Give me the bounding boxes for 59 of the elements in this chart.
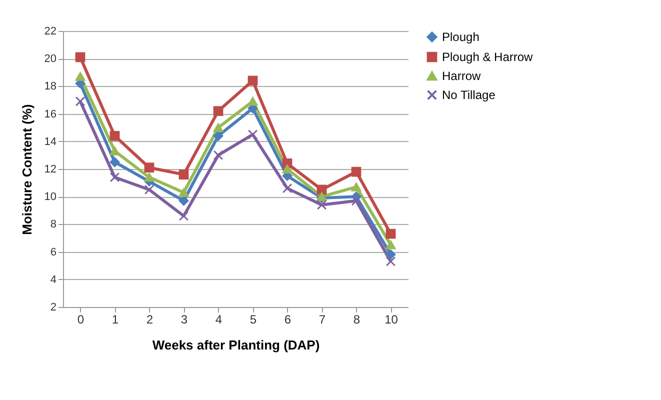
y-axis-title: Moisture Content (%) (19, 104, 34, 235)
y-tick-label: 16 (44, 108, 56, 120)
point (144, 162, 154, 173)
point (316, 200, 327, 210)
x-tick-label: 2 (146, 312, 154, 326)
point (110, 146, 120, 156)
y-tick-label: 14 (44, 136, 56, 148)
point (110, 130, 120, 141)
point (75, 96, 86, 106)
point (75, 52, 86, 62)
x-tick-label: 7 (318, 312, 326, 326)
x-tick-label: 4 (215, 312, 222, 326)
point (386, 256, 396, 266)
x-tick-label: 3 (180, 312, 188, 326)
y-tick-label: 4 (50, 274, 56, 286)
legend-label: No Tillage (442, 88, 496, 102)
y-tick-label: 20 (44, 53, 56, 66)
point (386, 250, 396, 260)
point (178, 170, 189, 180)
y-tick-label: 2 (50, 302, 56, 314)
legend-label: Harrow (442, 69, 482, 83)
point (248, 97, 258, 106)
x-tick-label: 6 (284, 312, 292, 326)
point (351, 166, 362, 177)
y-tick-label: 10 (44, 191, 56, 204)
x-tick-label: 1 (112, 312, 119, 326)
point (386, 240, 396, 250)
y-tick-label: 18 (44, 80, 56, 93)
point (144, 172, 154, 182)
x-tick-label: 0 (77, 312, 84, 326)
point (248, 76, 258, 86)
point (351, 182, 362, 192)
x-tick-label: 8 (353, 312, 360, 326)
point (386, 228, 396, 239)
point (178, 188, 189, 197)
point (213, 150, 224, 160)
point (248, 130, 258, 140)
point (110, 172, 120, 182)
x-tick-label: 10 (384, 312, 398, 326)
point (110, 157, 120, 168)
point (178, 210, 189, 221)
y-tick-label: 6 (50, 246, 56, 258)
legend-label: Plough (442, 30, 480, 44)
point (213, 123, 224, 132)
point (316, 192, 327, 201)
point (213, 130, 224, 141)
point (282, 183, 292, 194)
y-tick-label: 8 (50, 218, 56, 231)
point (178, 196, 189, 206)
legend-label: Plough & Harrow (442, 50, 534, 64)
y-tick-label: 22 (44, 26, 56, 38)
x-tick-label: 5 (250, 312, 257, 326)
point (144, 184, 154, 195)
x-axis-title: Weeks after Planting (DAP) (152, 338, 320, 352)
point (213, 106, 224, 116)
point (351, 196, 362, 206)
point (75, 72, 86, 81)
y-tick-label: 12 (44, 164, 56, 176)
point (282, 164, 292, 174)
